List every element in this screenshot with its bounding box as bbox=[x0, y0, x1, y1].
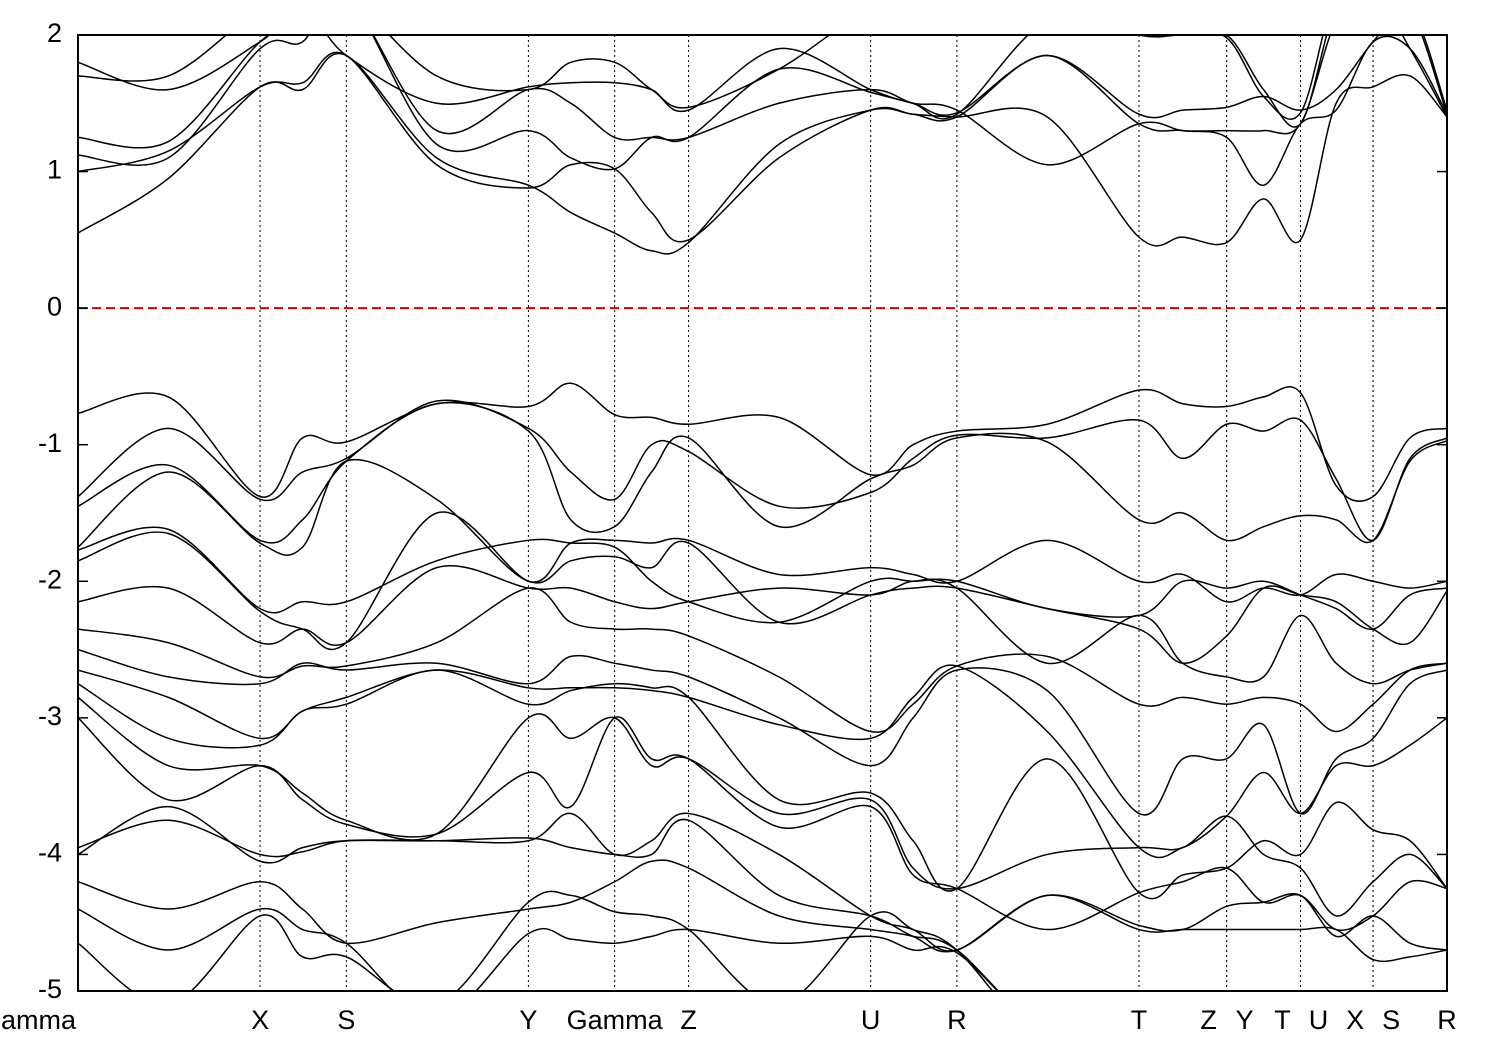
plot-area bbox=[78, 35, 1447, 991]
band-line bbox=[78, 52, 1447, 255]
x-tick-label: Z bbox=[1200, 1005, 1217, 1035]
band-line bbox=[78, 669, 1447, 900]
x-tick-label: S bbox=[337, 1005, 355, 1035]
x-tick-label: S bbox=[1382, 1005, 1400, 1035]
x-tick-label: Z bbox=[680, 1005, 697, 1035]
band-line bbox=[78, 648, 1447, 816]
band-line bbox=[78, 35, 1447, 243]
plot-frame bbox=[77, 34, 1448, 992]
band-line bbox=[78, 35, 1447, 171]
band-line bbox=[78, 696, 1447, 917]
y-tick-label: 0 bbox=[47, 291, 62, 321]
x-tick-label: Gamma bbox=[0, 1005, 77, 1035]
band-line bbox=[78, 511, 1447, 664]
band-line bbox=[78, 859, 1000, 991]
band-line bbox=[78, 35, 1447, 128]
band-line bbox=[78, 805, 1447, 963]
band-line bbox=[78, 565, 1447, 685]
x-tick-label: X bbox=[1346, 1005, 1364, 1035]
y-tick-label: -1 bbox=[38, 428, 62, 458]
x-tick-label: Gamma bbox=[567, 1005, 664, 1035]
x-tick-label: X bbox=[251, 1005, 269, 1035]
band-line bbox=[78, 907, 999, 991]
band-line bbox=[78, 526, 1447, 630]
y-tick-label: 1 bbox=[47, 155, 62, 185]
x-tick-label: T bbox=[1131, 1005, 1148, 1035]
x-tick-label: R bbox=[1437, 1005, 1457, 1035]
band-line bbox=[78, 458, 1447, 603]
y-tick-label: -5 bbox=[38, 974, 62, 1004]
band-line bbox=[78, 35, 1324, 120]
band-line bbox=[78, 382, 1447, 502]
x-tick-label: R bbox=[947, 1005, 967, 1035]
x-tick-label: Y bbox=[519, 1005, 537, 1035]
band-line bbox=[78, 401, 1447, 544]
band-line bbox=[78, 890, 994, 991]
y-tick-label: -4 bbox=[38, 838, 62, 868]
x-tick-label: U bbox=[1309, 1005, 1329, 1035]
band-line bbox=[78, 399, 1447, 542]
y-tick-label: 2 bbox=[47, 18, 62, 48]
band-line bbox=[78, 716, 1447, 932]
y-tick-label: -3 bbox=[38, 701, 62, 731]
x-tick-label: U bbox=[861, 1005, 881, 1035]
y-tick-label: -2 bbox=[38, 564, 62, 594]
x-tick-label: Y bbox=[1236, 1005, 1254, 1035]
band-line bbox=[78, 664, 1447, 859]
band-line bbox=[78, 587, 1447, 733]
x-tick-label: T bbox=[1274, 1005, 1291, 1035]
